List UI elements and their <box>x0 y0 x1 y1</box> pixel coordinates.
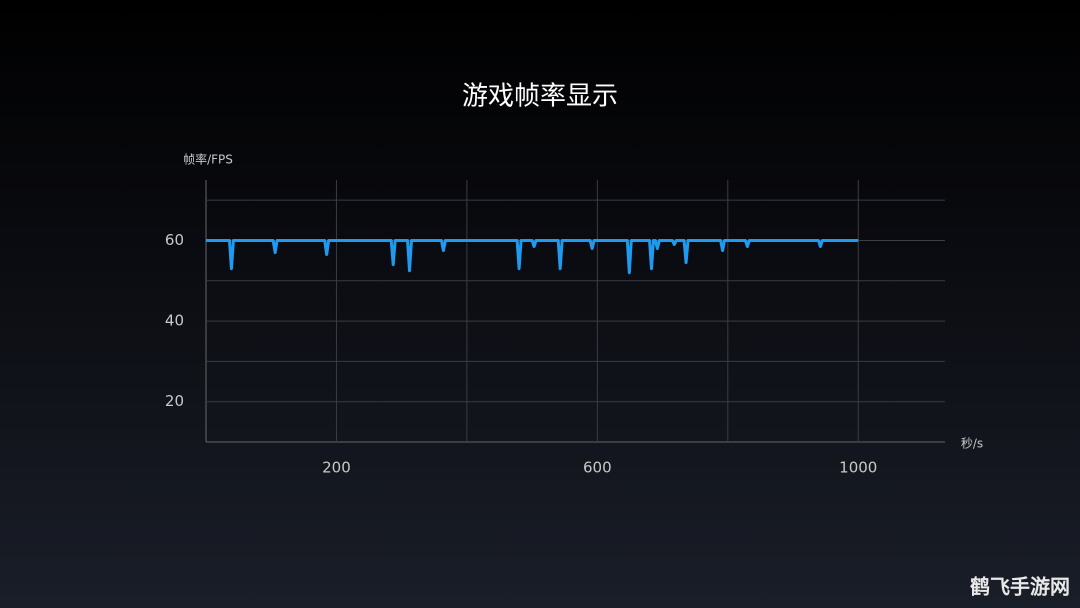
y-tick-label: 20 <box>165 392 184 410</box>
x-tick-label: 200 <box>322 459 351 477</box>
fps-line <box>206 238 859 275</box>
x-tick-label: 1000 <box>839 459 877 477</box>
y-axis-label: 帧率/FPS <box>183 152 233 167</box>
x-axis-label: 秒/s <box>961 437 983 451</box>
watermark: 鹤飞手游网 <box>970 575 1070 599</box>
x-tick-label: 600 <box>583 459 612 477</box>
y-tick-label: 60 <box>165 231 184 249</box>
chart-title: 游戏帧率显示 <box>462 82 618 112</box>
y-tick-label: 40 <box>165 312 184 330</box>
